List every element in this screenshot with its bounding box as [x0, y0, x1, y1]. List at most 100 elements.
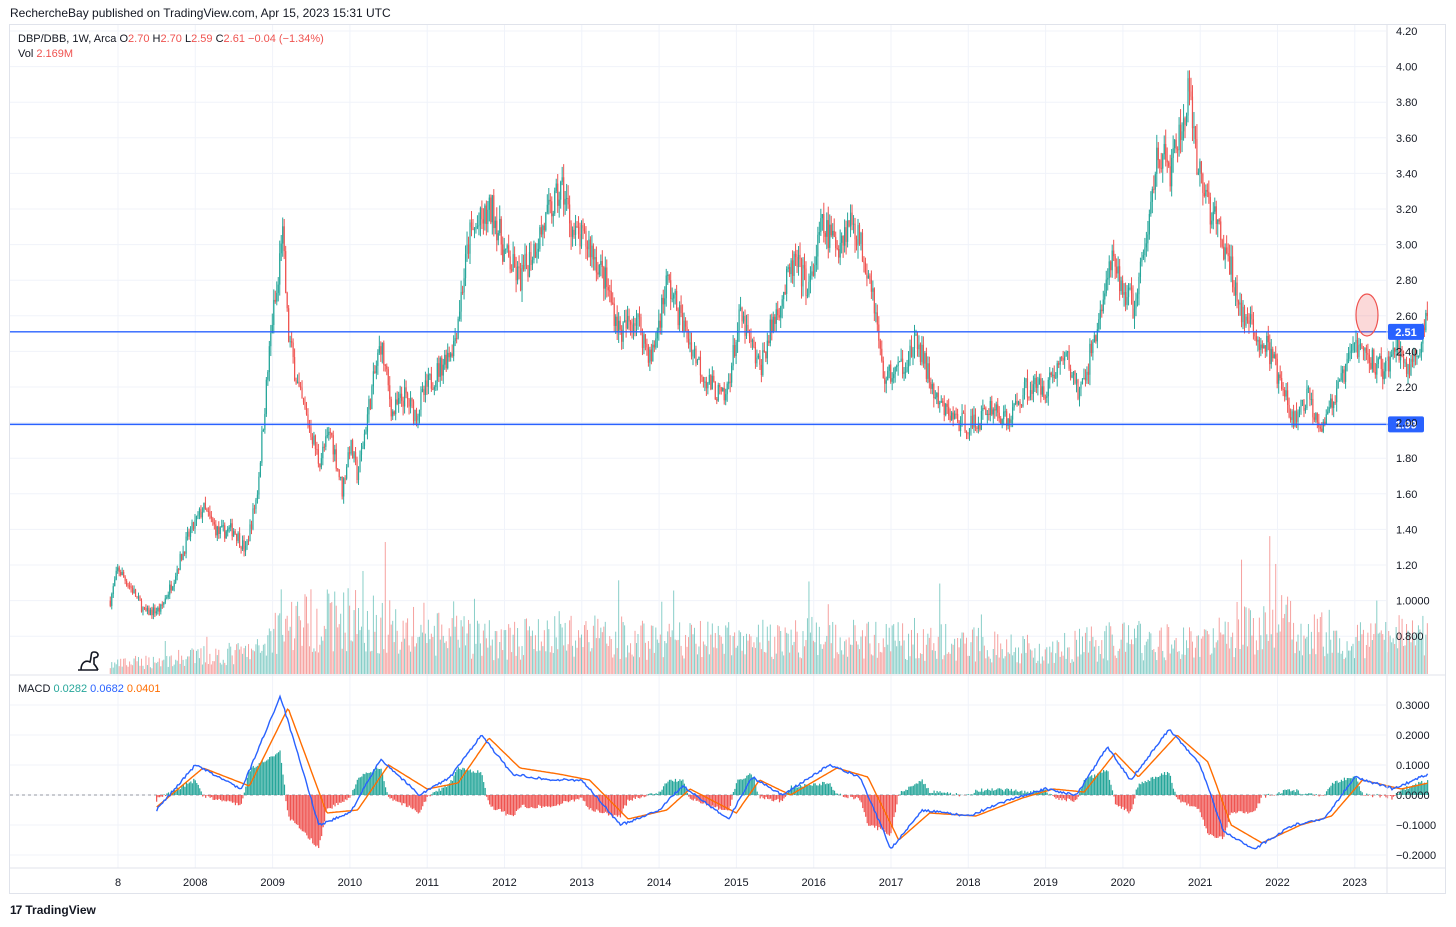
candle-body: [734, 345, 736, 357]
candle-body: [618, 320, 620, 332]
candle-body: [380, 346, 382, 355]
footer-brand[interactable]: 17 TradingView: [10, 903, 96, 917]
macd-label[interactable]: MACD: [18, 683, 51, 695]
candle-body: [962, 412, 965, 414]
chart-frame: [9, 24, 1446, 894]
candle-body: [191, 522, 193, 531]
candle-body: [233, 531, 235, 537]
candle-body: [249, 524, 251, 542]
candle-body: [1373, 349, 1375, 373]
candle-body: [579, 234, 581, 247]
candle-body: [1392, 347, 1394, 355]
candle-body: [1013, 403, 1015, 408]
candle-body: [1260, 344, 1262, 350]
candle-body: [516, 266, 519, 281]
candle-body: [624, 320, 626, 323]
candle-body: [661, 297, 663, 328]
candle-body: [803, 265, 806, 269]
candle-body: [1407, 364, 1409, 374]
candle-body: [781, 299, 783, 307]
candle-body: [548, 199, 550, 205]
candle-body: [1370, 362, 1372, 369]
candle-body: [401, 393, 403, 401]
candle-body: [952, 412, 954, 420]
candle-body: [805, 268, 807, 296]
candle-body: [597, 272, 599, 275]
candle-body: [1092, 342, 1094, 354]
candle-body: [680, 305, 682, 314]
candle-body: [707, 382, 709, 389]
candle-body: [760, 364, 762, 376]
time-tick-label: 2010: [338, 877, 362, 889]
candle-body: [152, 607, 154, 616]
candle-body: [398, 397, 400, 404]
candle-body: [1083, 377, 1085, 379]
candle-body: [473, 229, 476, 231]
macd-signal-line[interactable]: [156, 708, 1428, 844]
candle-body: [340, 477, 342, 479]
candle-body: [687, 338, 690, 345]
candle-body: [1016, 401, 1018, 405]
candle-body: [817, 234, 819, 257]
candle-body: [1168, 162, 1170, 167]
candle-body: [875, 312, 877, 314]
candle-body: [346, 467, 348, 479]
candle-body: [430, 374, 432, 389]
candle-body: [717, 384, 719, 401]
candle-body: [1245, 316, 1247, 326]
candle-body: [647, 347, 649, 363]
candle-body: [530, 252, 532, 265]
candle-body: [343, 478, 345, 497]
candle-body: [1114, 256, 1116, 267]
candle-body: [368, 399, 370, 415]
candle-body: [518, 266, 520, 269]
candle-body: [1205, 189, 1207, 197]
candle-body: [786, 269, 788, 294]
candle-body: [710, 375, 712, 390]
candle-body: [971, 415, 974, 428]
macd-legend: MACD 0.0282 0.0682 0.0401: [18, 683, 161, 695]
candle-body: [916, 334, 919, 350]
price-tick-label: 2.60: [1396, 311, 1417, 323]
candle-body: [291, 341, 293, 343]
candle-body: [353, 452, 355, 459]
highlight-ellipse[interactable]: [1355, 293, 1379, 337]
price-tick-label: 3.00: [1396, 240, 1417, 252]
candle-body: [1337, 381, 1339, 389]
candle-body: [934, 397, 936, 399]
candle-body: [888, 364, 890, 371]
candle-body: [1197, 172, 1200, 175]
candle-body: [222, 525, 224, 527]
candle-body: [729, 381, 731, 383]
candle-body: [499, 218, 501, 234]
candle-body: [420, 392, 422, 410]
candle-body: [676, 291, 678, 310]
price-tick-label: 4.00: [1396, 62, 1417, 74]
candle-body: [154, 607, 156, 614]
candle-body: [386, 365, 388, 370]
volume-label[interactable]: Vol: [18, 48, 34, 60]
candle-body: [1358, 345, 1360, 358]
macd-pane: [10, 694, 1429, 850]
candle-body: [1218, 219, 1220, 222]
candle-body: [357, 472, 360, 480]
candle-body: [844, 227, 846, 246]
candle-body: [901, 358, 904, 374]
candle-body: [930, 382, 932, 389]
candle-body: [485, 205, 487, 225]
candle-body: [1410, 358, 1412, 376]
candle-body: [1312, 398, 1314, 418]
candle-body: [747, 324, 749, 332]
candle-body: [995, 404, 997, 411]
candle-body: [519, 268, 522, 291]
close-label: C: [215, 33, 224, 45]
macd-line[interactable]: [156, 694, 1429, 850]
horizontal-line-label: 2.51: [1395, 327, 1416, 339]
candle-body: [503, 249, 505, 262]
candle-body: [1301, 400, 1304, 402]
candle-body: [1344, 363, 1347, 382]
candle-body: [238, 533, 241, 547]
symbol-label[interactable]: DBP/DBB, 1W, Arca: [18, 33, 117, 45]
candle-body: [1266, 335, 1268, 352]
